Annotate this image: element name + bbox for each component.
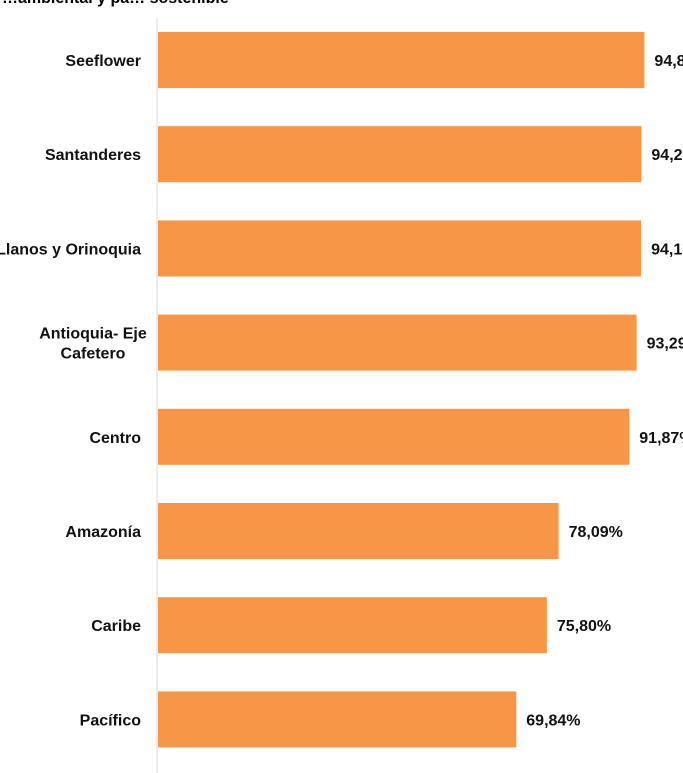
category-label-2: Llanos y Orinoquia bbox=[0, 241, 141, 258]
category-label-5: Amazonía bbox=[65, 524, 141, 541]
value-label-1: 94,23% bbox=[651, 147, 683, 164]
category-label-line: Antioquia- Eje bbox=[39, 326, 147, 343]
bar-2 bbox=[158, 220, 642, 277]
category-label-6: Caribe bbox=[91, 618, 141, 635]
value-label-5: 78,09% bbox=[569, 524, 623, 541]
value-label-0: 94,82% bbox=[654, 53, 683, 70]
value-label-3: 93,29% bbox=[647, 336, 683, 353]
value-label-6: 75,80% bbox=[557, 618, 611, 635]
bar-3 bbox=[158, 314, 637, 371]
value-label-7: 69,84% bbox=[526, 712, 580, 729]
value-label-2: 94,17% bbox=[651, 241, 683, 258]
category-label-1: Santanderes bbox=[45, 147, 141, 164]
category-label-3: Antioquia- Eje Cafetero bbox=[39, 326, 147, 363]
bar-6 bbox=[158, 597, 547, 654]
bar-7 bbox=[158, 691, 517, 748]
category-label-4: Centro bbox=[89, 430, 141, 447]
bar-5 bbox=[158, 503, 559, 559]
chart-title-band: …ambiental y pa… sostenible bbox=[0, 0, 683, 7]
bar-1 bbox=[158, 126, 642, 183]
category-label-7: Pacífico bbox=[80, 712, 142, 729]
bar-0 bbox=[158, 32, 645, 88]
value-label-4: 91,87% bbox=[639, 430, 683, 447]
chart-title: …ambiental y pa… sostenible bbox=[0, 0, 683, 7]
category-label-0: Seeflower bbox=[65, 53, 141, 70]
bar-4 bbox=[158, 408, 630, 465]
category-label-line: Cafetero bbox=[61, 346, 126, 363]
